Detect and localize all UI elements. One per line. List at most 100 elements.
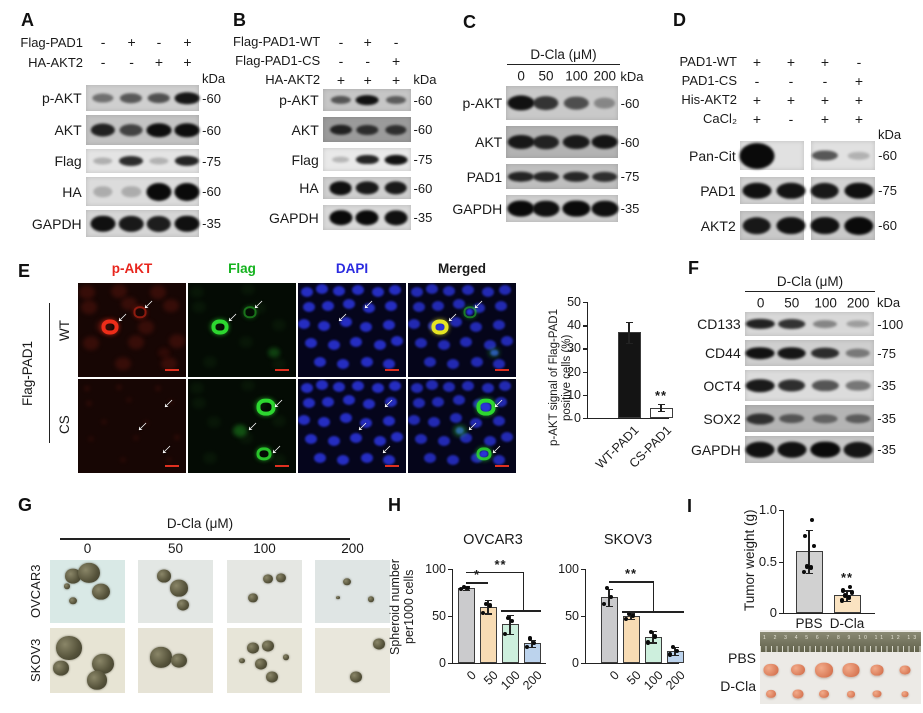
blot-band <box>92 93 114 103</box>
faint-cell <box>101 420 107 425</box>
blot-band <box>385 124 407 135</box>
condition-symbol: - <box>788 72 794 89</box>
blot-band <box>742 182 772 199</box>
treatment-label: D-Cla (μM) <box>507 47 620 65</box>
blot-band <box>93 157 113 165</box>
mw-marker: -60 <box>878 218 897 233</box>
cell-nucleus <box>492 454 505 465</box>
blot-strip <box>739 141 876 170</box>
blot-band <box>174 182 200 201</box>
blot-target-label: GAPDH <box>268 209 319 226</box>
blot-band <box>90 123 115 137</box>
data-point <box>804 564 810 569</box>
blot-row: p-AKT -60 <box>448 86 662 120</box>
cell-nucleus <box>382 416 395 427</box>
error-bar <box>808 529 810 573</box>
panel-e-immunofluorescence: E 0 10 20 30 40 50 WT-PAD1 CS-PAD1 p-AKT signal … <box>8 255 691 485</box>
chart-spheroid_skov3: 0 50 100 0 50 100 200 SKOV3 ** <box>549 532 689 708</box>
condition-symbol: - <box>365 52 371 69</box>
y-tick-label: 0 <box>769 605 777 620</box>
cell-nucleus <box>313 452 326 463</box>
data-point <box>840 588 846 593</box>
condition-label: HA-AKT2 <box>28 54 83 70</box>
error-bar <box>509 615 511 634</box>
blot-strip <box>85 210 200 237</box>
faint-cell <box>80 300 97 315</box>
blot-band <box>355 181 379 195</box>
stained-cell-ring <box>476 447 492 461</box>
photo-row-label-pbs: PBS <box>727 650 756 666</box>
y-tick-label: 50 <box>567 295 581 309</box>
micrograph-green-cs: → → → <box>188 379 296 473</box>
panel-f-label: F <box>688 258 699 278</box>
blot-target-label: HA <box>62 183 82 200</box>
spheroid <box>68 597 77 605</box>
micrograph-red-wt: → → <box>78 283 186 377</box>
faint-cell <box>116 385 122 390</box>
cell-nucleus <box>389 284 402 295</box>
western-row: HA-AKT2 - - + + <box>8 52 240 72</box>
condition-lanes: - - + + <box>86 52 200 72</box>
data-point <box>846 595 852 600</box>
western-row: Flag-PAD1-CS - - + <box>230 51 451 70</box>
cell-nucleus <box>374 340 387 351</box>
dose-label: 100 <box>814 295 837 310</box>
faint-cell <box>128 335 145 350</box>
chart-tumor_weight: 0 0.5 1.0 PBS D-Cla Tumor weight (g) ** <box>740 498 920 646</box>
faint-cell <box>241 379 256 392</box>
blot-row: GAPDH -35 <box>448 195 662 222</box>
cell-nucleus <box>302 302 315 313</box>
cell-nucleus <box>322 396 335 407</box>
mw-marker: -100 <box>877 316 904 332</box>
cell-nucleus <box>384 300 397 311</box>
chart-spheroid_ovcar3: 0 50 100 0 50 100 200 OVCAR3 * ** <box>416 532 556 708</box>
data-point <box>623 616 629 621</box>
spheroid <box>149 647 172 668</box>
spheroid <box>239 657 245 664</box>
scale-bar <box>495 368 509 371</box>
condition-label: HA-AKT2 <box>265 72 321 87</box>
blot-row: GAPDH -35 <box>230 205 451 230</box>
micrograph-red-cs: → → → <box>78 379 186 473</box>
stained-cell-blob <box>232 424 247 437</box>
error-cap <box>657 411 665 413</box>
cell-nucleus <box>337 454 350 465</box>
blot-band <box>120 93 143 103</box>
cell-nucleus <box>350 433 363 444</box>
blot-row: p-AKT -60 <box>230 89 451 111</box>
data-point <box>480 610 486 616</box>
data-point <box>847 585 853 590</box>
error-cap <box>843 590 851 592</box>
blot-target-label: AKT2 <box>700 217 736 234</box>
mw-marker: -75 <box>620 169 640 184</box>
cell-nucleus <box>460 337 473 348</box>
faint-cell <box>143 421 149 426</box>
y-tick-label: 100 <box>558 562 579 576</box>
condition-symbol: - <box>100 34 106 50</box>
faint-cell <box>88 437 94 442</box>
treatment-label: D-Cla (μM) <box>745 274 875 292</box>
condition-symbol: - <box>393 33 399 50</box>
condition-symbol: - <box>338 33 344 50</box>
spheroid <box>63 583 70 590</box>
data-point <box>648 629 654 635</box>
panel-i-tumor: I 0 0.5 1.0 PBS D-Cla Tumor weight (g) ** 1 2 3… <box>684 490 923 713</box>
blot-row: GAPDH -35 <box>8 210 240 237</box>
blot-row: Flag -75 <box>8 149 240 173</box>
error-cap <box>506 615 514 617</box>
blot-strip <box>744 405 875 432</box>
blot-band <box>811 150 838 161</box>
cell-nucleus <box>427 417 440 428</box>
spheroid <box>64 568 81 584</box>
faint-cell <box>271 319 286 332</box>
condition-label: PAD1-CS <box>681 73 737 88</box>
cell-nucleus <box>501 336 514 347</box>
blot-row: CD133 -100 <box>678 312 923 336</box>
data-point <box>531 641 537 646</box>
y-tick-label: 0 <box>439 656 446 670</box>
cell-nucleus <box>432 300 445 311</box>
channel-header-merged: Merged <box>437 261 487 276</box>
cell-nucleus <box>443 382 456 393</box>
faint-cell <box>78 285 95 300</box>
condition-symbol: - <box>100 54 106 70</box>
